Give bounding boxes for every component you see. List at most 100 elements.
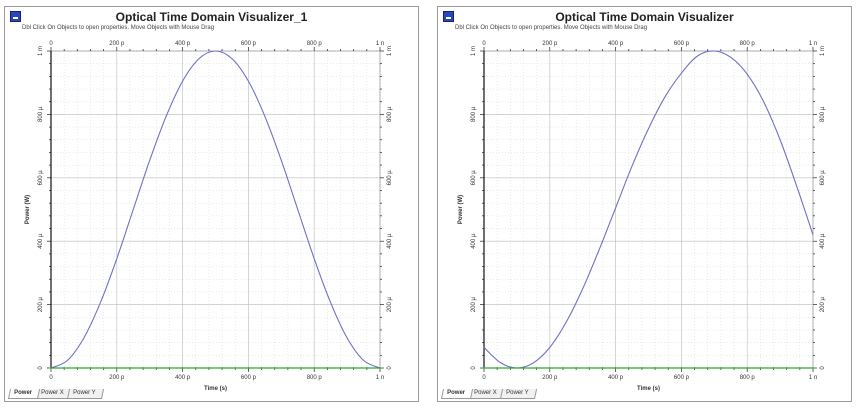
series-marker [248, 367, 250, 369]
y-tick-label-right: 0 [820, 366, 826, 370]
y-tick-label: 800 µ [471, 106, 477, 122]
series-marker [773, 367, 775, 369]
x-tick-label-top: 800 p [307, 41, 323, 47]
x-tick-label: 600 p [674, 375, 690, 381]
tab-label: Power Y [73, 389, 96, 398]
series-marker [221, 367, 223, 369]
y-axis-title: Power (W) [458, 195, 464, 224]
y-tick-label-right: 1 m [387, 46, 393, 56]
series-marker [483, 367, 485, 369]
series-marker [208, 367, 210, 369]
series-marker [575, 367, 577, 369]
tab-strip: Power Power X Power Y [442, 388, 532, 399]
series-marker [602, 367, 604, 369]
series-marker [509, 367, 511, 369]
series-marker [496, 367, 498, 369]
series-marker [654, 367, 656, 369]
x-tick-label-top: 600 p [674, 41, 690, 47]
series-marker [786, 367, 788, 369]
tab-label: Power [447, 389, 465, 398]
y-tick-label: 600 µ [471, 170, 477, 186]
series-marker [169, 367, 171, 369]
tab-power-y[interactable]: Power Y [67, 389, 104, 399]
plot-area[interactable]: 0 0 200 p 200 p 400 p 400 p 600 p 600 p 800 p 800… [438, 7, 853, 403]
y-tick-label-right: 800 µ [820, 106, 826, 122]
series-marker [379, 367, 381, 369]
series-marker [799, 367, 801, 369]
series-marker [326, 367, 328, 369]
series-marker [562, 367, 564, 369]
series-marker [300, 367, 302, 369]
plot-frame [484, 51, 813, 368]
series-marker [195, 367, 197, 369]
tab-label: Power [14, 389, 32, 398]
y-tick-label-right: 200 µ [387, 296, 393, 312]
y-tick-label: 200 µ [38, 296, 44, 312]
tab-strip: Power Power X Power Y [9, 388, 99, 399]
plot-area[interactable]: 0 0 200 p 200 p 400 p 400 p 600 p 600 p 800 p 800… [5, 7, 420, 403]
y-tick-label: 1 m [471, 46, 477, 56]
y-tick-label: 200 µ [471, 296, 477, 312]
series-marker [746, 367, 748, 369]
series-marker [340, 367, 342, 369]
y-tick-label-right: 600 µ [387, 170, 393, 186]
y-tick-label: 400 µ [38, 233, 44, 249]
x-tick-label: 1 n [376, 375, 384, 381]
series-marker [733, 367, 735, 369]
y-tick-label: 1 m [38, 46, 44, 56]
series-marker [90, 367, 92, 369]
visualizer-panel-1: Optical Time Domain Visualizer_1 Dbl Cli… [4, 6, 419, 402]
x-tick-label-top: 400 p [175, 41, 191, 47]
y-tick-label-right: 200 µ [820, 296, 826, 312]
series-marker [694, 367, 696, 369]
y-tick-label: 800 µ [38, 106, 44, 122]
series-marker [103, 367, 105, 369]
y-tick-label-right: 400 µ [820, 233, 826, 249]
x-tick-label: 400 p [608, 375, 624, 381]
series-marker [812, 367, 814, 369]
series-marker [234, 367, 236, 369]
plot-frame [51, 51, 380, 368]
series-marker [313, 367, 315, 369]
x-tick-label: 600 p [241, 375, 257, 381]
series-marker [707, 367, 709, 369]
series-marker [536, 367, 538, 369]
series-marker [182, 367, 184, 369]
series-marker [76, 367, 78, 369]
visualizer-panel-2: Optical Time Domain Visualizer Dbl Click… [437, 6, 852, 402]
x-tick-label: 200 p [109, 375, 125, 381]
x-tick-label-top: 600 p [241, 41, 257, 47]
x-tick-label-top: 200 p [542, 41, 558, 47]
series-marker [353, 367, 355, 369]
x-tick-label-top: 400 p [608, 41, 624, 47]
y-tick-label-right: 600 µ [820, 170, 826, 186]
y-tick-label-right: 800 µ [387, 106, 393, 122]
series-marker [287, 367, 289, 369]
x-tick-label: 800 p [307, 375, 323, 381]
x-tick-label: 0 [49, 375, 53, 381]
series-marker [142, 367, 144, 369]
x-tick-label-top: 0 [49, 41, 53, 47]
y-axis-title: Power (W) [25, 195, 31, 224]
tab-power-y[interactable]: Power Y [500, 389, 537, 399]
x-tick-label: 200 p [542, 375, 558, 381]
series-marker [667, 367, 669, 369]
series-marker [588, 367, 590, 369]
x-tick-label-top: 1 n [809, 41, 817, 47]
series-marker [63, 367, 65, 369]
tab-power[interactable]: Power [8, 389, 40, 399]
series-marker [155, 367, 157, 369]
x-tick-label: 400 p [175, 375, 191, 381]
series-marker [681, 367, 683, 369]
x-tick-label-top: 1 n [376, 41, 384, 47]
series-marker [50, 367, 52, 369]
y-tick-label: 400 µ [471, 233, 477, 249]
series-marker [523, 367, 525, 369]
series-marker [274, 367, 276, 369]
y-tick-label-right: 400 µ [387, 233, 393, 249]
tab-label: Power Y [506, 389, 529, 398]
series-marker [628, 367, 630, 369]
y-tick-label: 600 µ [38, 170, 44, 186]
tab-power[interactable]: Power [441, 389, 473, 399]
series-marker [116, 367, 118, 369]
